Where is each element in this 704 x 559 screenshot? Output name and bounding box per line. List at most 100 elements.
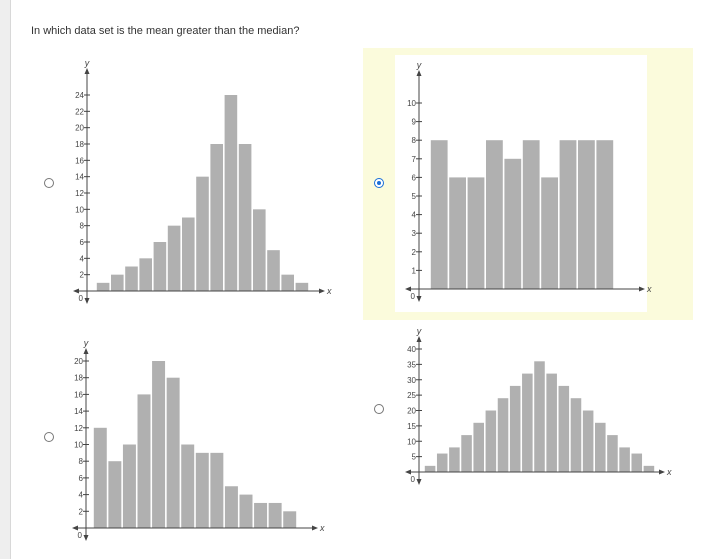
- y-tick-label: 10: [407, 437, 416, 446]
- histogram-bar: [196, 176, 209, 291]
- histogram-bar: [122, 444, 136, 528]
- left-gutter: [0, 0, 11, 559]
- y-tick-label: 35: [407, 360, 416, 369]
- y-tick-label: 12: [75, 189, 84, 198]
- x-axis-label: x: [666, 467, 672, 477]
- histogram-bar: [534, 361, 545, 472]
- histogram-bar: [485, 410, 497, 472]
- option-radio-a[interactable]: [44, 178, 54, 188]
- y-tick-label: 2: [79, 507, 84, 516]
- histogram-bar: [558, 385, 570, 472]
- y-tick-label: 24: [75, 91, 84, 100]
- histogram-bar: [238, 144, 252, 291]
- histogram-bar: [153, 242, 167, 291]
- histogram-bar: [281, 274, 294, 291]
- histogram-bar: [267, 250, 280, 291]
- y-axis-arrow-icon: [84, 68, 90, 74]
- y-tick-label: 15: [407, 422, 416, 431]
- histogram-bar: [224, 95, 238, 291]
- histogram-bar: [239, 494, 253, 528]
- histogram-bar: [210, 144, 223, 291]
- histogram-bar: [111, 274, 124, 291]
- y-axis-label: y: [84, 58, 90, 68]
- y-tick-label: 3: [412, 229, 417, 238]
- y-tick-label: 30: [407, 376, 416, 385]
- y-tick-label: 2: [80, 271, 85, 280]
- histogram-bar: [578, 140, 595, 289]
- y-tick-label: 6: [79, 474, 84, 483]
- histogram-bar: [546, 373, 557, 472]
- histogram-bar: [559, 140, 577, 289]
- y-tick-label: 10: [407, 99, 416, 108]
- x-axis-arrow-icon: [73, 288, 79, 294]
- histogram-bar: [473, 422, 484, 472]
- histogram-bar: [449, 177, 466, 289]
- histogram-bar: [461, 435, 472, 472]
- y-axis-arrow-icon: [416, 70, 422, 76]
- option-radio-c[interactable]: [44, 432, 54, 442]
- histogram-bar: [224, 486, 238, 528]
- histogram-bar: [430, 140, 448, 289]
- x-axis-arrow-icon: [639, 286, 645, 292]
- histogram-bar: [619, 447, 630, 472]
- histogram-bar: [108, 461, 122, 528]
- y-axis-arrow-icon: [83, 535, 89, 541]
- histogram-bar: [137, 394, 151, 528]
- y-tick-label: 8: [79, 457, 84, 466]
- histogram-bar: [509, 385, 521, 472]
- y-axis-arrow-icon: [83, 348, 89, 354]
- histogram-bar: [268, 502, 282, 528]
- y-tick-label: 9: [412, 118, 417, 127]
- histogram-bar: [166, 377, 180, 528]
- y-tick-label: 4: [412, 211, 417, 220]
- x-axis-arrow-icon: [312, 525, 318, 531]
- y-tick-label: 14: [74, 407, 83, 416]
- histogram-bar: [631, 453, 643, 472]
- y-tick-label: 8: [412, 136, 417, 145]
- option-radio-b[interactable]: [374, 178, 384, 188]
- y-tick-label: 5: [412, 453, 417, 462]
- y-tick-label: 18: [75, 140, 84, 149]
- x-axis-label: x: [326, 286, 332, 296]
- histogram-bar: [93, 427, 107, 528]
- histogram-bar: [125, 266, 138, 291]
- histogram-bar: [195, 452, 209, 528]
- y-tick-label: 16: [75, 156, 84, 165]
- y-tick-label: 14: [75, 173, 84, 182]
- histogram-bar: [467, 177, 485, 289]
- y-tick-label: 10: [75, 205, 84, 214]
- y-axis-arrow-icon: [416, 479, 422, 485]
- y-tick-label: 10: [74, 441, 83, 450]
- y-tick-label: 40: [407, 345, 416, 354]
- histogram-bar: [449, 447, 460, 472]
- histogram-bar: [643, 465, 655, 472]
- histogram-bar: [152, 361, 166, 528]
- histogram-bar: [436, 453, 448, 472]
- origin-label: 0: [79, 294, 84, 303]
- y-axis-arrow-icon: [84, 298, 90, 304]
- histogram-bar: [486, 140, 503, 289]
- x-axis-label: x: [646, 284, 652, 294]
- origin-label: 0: [411, 292, 416, 301]
- option-radio-d[interactable]: [374, 404, 384, 414]
- histogram-bar: [253, 209, 266, 291]
- histogram-bar: [607, 435, 618, 472]
- histogram-bar: [139, 258, 152, 291]
- histogram-bar: [541, 177, 558, 289]
- y-tick-label: 22: [75, 107, 84, 116]
- y-axis-arrow-icon: [416, 336, 422, 342]
- histogram-bar: [182, 217, 195, 291]
- histogram-bar: [210, 452, 224, 528]
- y-tick-label: 1: [412, 266, 417, 275]
- histogram-bar: [522, 140, 540, 289]
- histogram-bar: [283, 511, 297, 528]
- y-tick-label: 16: [74, 390, 83, 399]
- x-axis-arrow-icon: [659, 469, 665, 475]
- histogram-bar: [570, 398, 582, 472]
- histogram-bar: [596, 140, 614, 289]
- y-axis-label: y: [416, 60, 422, 70]
- x-axis-arrow-icon: [319, 288, 325, 294]
- histogram-bar: [181, 444, 195, 528]
- histogram-bar: [497, 398, 509, 472]
